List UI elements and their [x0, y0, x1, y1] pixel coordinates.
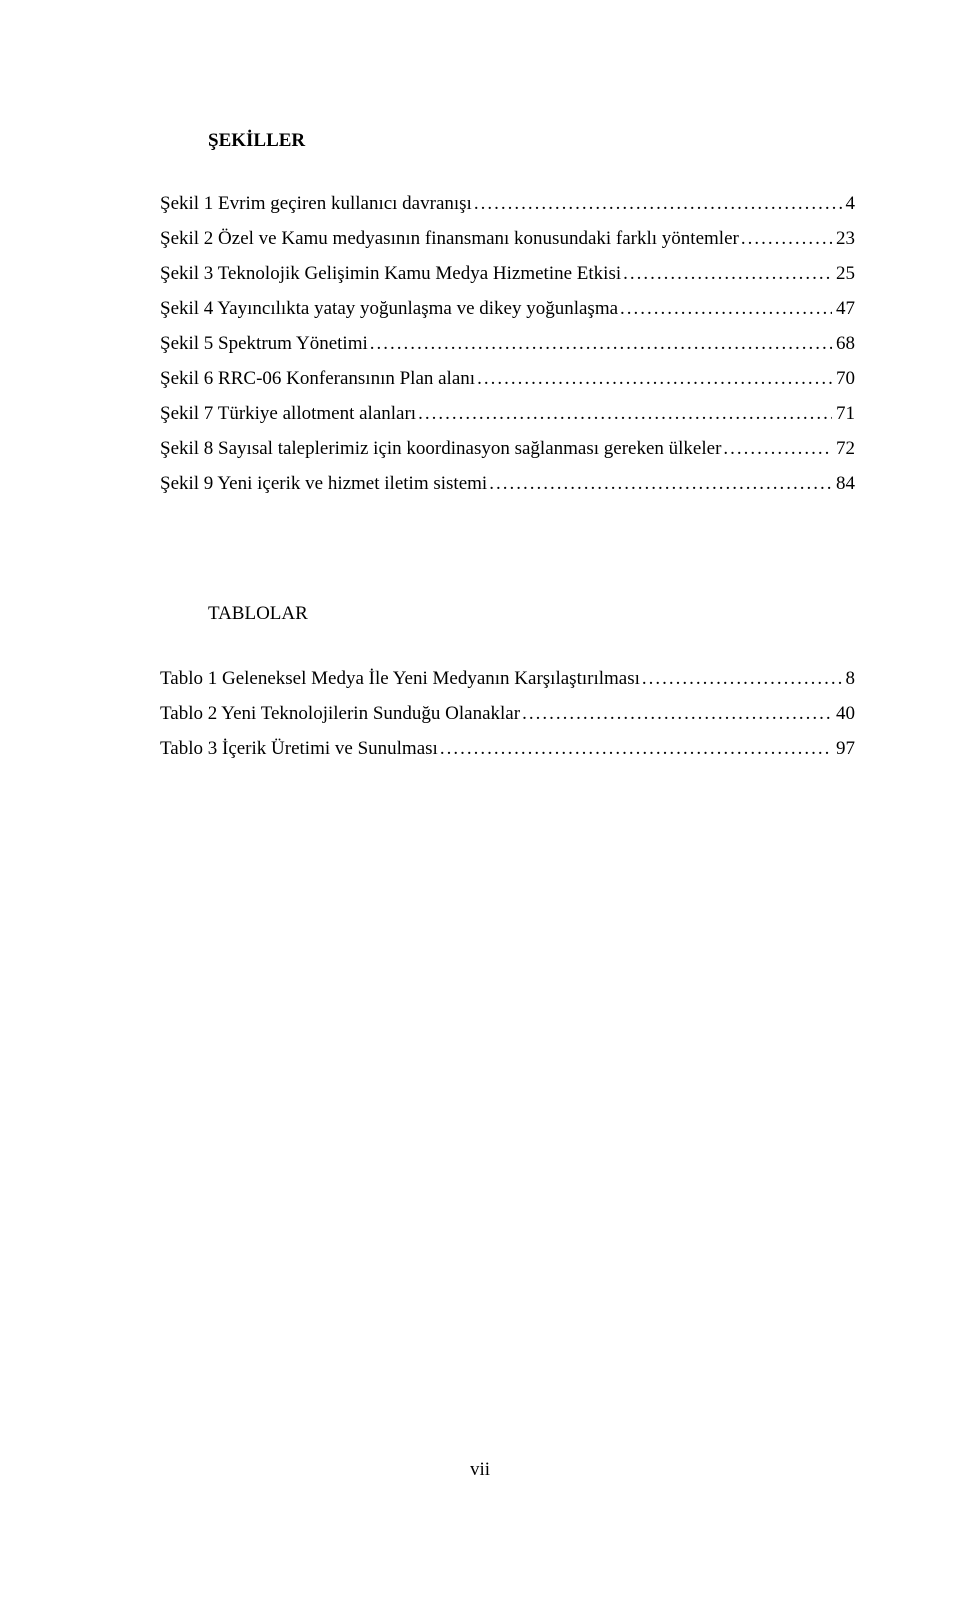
toc-page: 4	[842, 194, 856, 213]
toc-page: 25	[832, 264, 855, 283]
toc-line: Şekil 1 Evrim geçiren kullanıcı davranış…	[160, 194, 855, 213]
toc-line: Tablo 2 Yeni Teknolojilerin Sunduğu Olan…	[160, 704, 855, 723]
toc-page: 71	[832, 404, 855, 423]
toc-text: Şekil 7 Türkiye allotment alanları	[160, 404, 416, 423]
toc-page: 40	[832, 704, 855, 723]
toc-leader: ........................................…	[721, 439, 832, 458]
toc-text: Şekil 2 Özel ve Kamu medyasının finansma…	[160, 229, 739, 248]
toc-line: Şekil 5 Spektrum Yönetimi ..............…	[160, 334, 855, 353]
toc-page: 68	[832, 334, 855, 353]
toc-line: Şekil 9 Yeni içerik ve hizmet iletim sis…	[160, 474, 855, 493]
toc-leader: ........................................…	[438, 739, 832, 758]
toc-line: Şekil 6 RRC-06 Konferansının Plan alanı …	[160, 369, 855, 388]
toc-leader: ........................................…	[475, 369, 832, 388]
toc-page: 72	[832, 439, 855, 458]
toc-text: Şekil 1 Evrim geçiren kullanıcı davranış…	[160, 194, 472, 213]
toc-text: Şekil 3 Teknolojik Gelişimin Kamu Medya …	[160, 264, 621, 283]
toc-line: Şekil 3 Teknolojik Gelişimin Kamu Medya …	[160, 264, 855, 283]
toc-text: Tablo 1 Geleneksel Medya İle Yeni Medyan…	[160, 669, 640, 688]
toc-page: 47	[832, 299, 855, 318]
page: ŞEKİLLER Şekil 1 Evrim geçiren kullanıcı…	[0, 0, 960, 1601]
toc-page: 97	[832, 739, 855, 758]
toc-leader: ........................................…	[487, 474, 832, 493]
toc-leader: ........................................…	[621, 264, 832, 283]
toc-page: 23	[832, 229, 855, 248]
toc-line: Şekil 4 Yayıncılıkta yatay yoğunlaşma ve…	[160, 299, 855, 318]
toc-leader: ........................................…	[618, 299, 832, 318]
toc-line: Şekil 8 Sayısal taleplerimiz için koordi…	[160, 439, 855, 458]
toc-leader: ........................................…	[739, 229, 832, 248]
toc-line: Şekil 7 Türkiye allotment alanları .....…	[160, 404, 855, 423]
toc-text: Şekil 6 RRC-06 Konferansının Plan alanı	[160, 369, 475, 388]
sekiller-heading: ŞEKİLLER	[208, 130, 855, 152]
toc-text: Şekil 9 Yeni içerik ve hizmet iletim sis…	[160, 474, 487, 493]
toc-leader: ........................................…	[416, 404, 832, 423]
toc-line: Tablo 1 Geleneksel Medya İle Yeni Medyan…	[160, 669, 855, 688]
toc-text: Şekil 5 Spektrum Yönetimi	[160, 334, 368, 353]
toc-leader: ........................................…	[520, 704, 832, 723]
toc-line: Tablo 3 İçerik Üretimi ve Sunulması ....…	[160, 739, 855, 758]
toc-text: Tablo 2 Yeni Teknolojilerin Sunduğu Olan…	[160, 704, 520, 723]
toc-text: Tablo 3 İçerik Üretimi ve Sunulması	[160, 739, 438, 758]
tablolar-list: Tablo 1 Geleneksel Medya İle Yeni Medyan…	[160, 669, 855, 758]
toc-leader: ........................................…	[368, 334, 832, 353]
toc-page: 84	[832, 474, 855, 493]
sekiller-list: Şekil 1 Evrim geçiren kullanıcı davranış…	[160, 194, 855, 493]
toc-text: Şekil 4 Yayıncılıkta yatay yoğunlaşma ve…	[160, 299, 618, 318]
toc-text: Şekil 8 Sayısal taleplerimiz için koordi…	[160, 439, 721, 458]
toc-leader: ........................................…	[472, 194, 842, 213]
toc-page: 70	[832, 369, 855, 388]
toc-leader: ........................................…	[640, 669, 842, 688]
toc-line: Şekil 2 Özel ve Kamu medyasının finansma…	[160, 229, 855, 248]
page-number: vii	[0, 1459, 960, 1481]
tablolar-heading: TABLOLAR	[208, 603, 855, 625]
toc-page: 8	[842, 669, 856, 688]
